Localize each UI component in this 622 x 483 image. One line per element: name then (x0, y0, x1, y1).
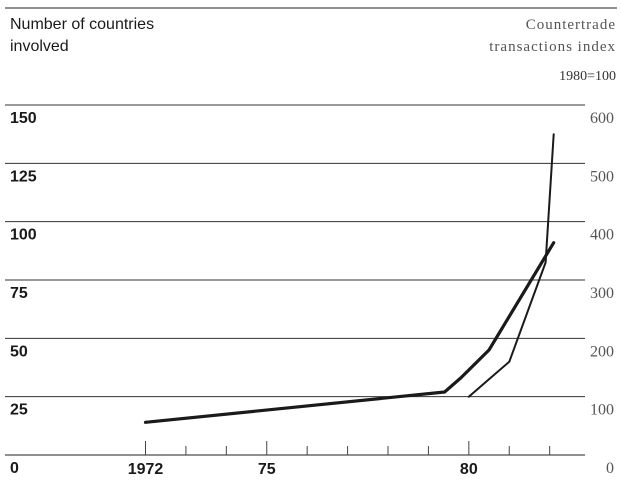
x-tick-label: 75 (258, 461, 276, 478)
right-tick-label: 400 (590, 227, 614, 244)
right-tick-label: 500 (590, 168, 614, 185)
right-tick-label: 600 (590, 110, 614, 127)
right-axis-title-line-2: transactions index (489, 39, 616, 55)
right-tick-label: 0 (606, 460, 614, 477)
left-tick-label: 50 (10, 343, 28, 360)
right-tick-label: 100 (590, 402, 614, 419)
countries-involved-line (143, 241, 556, 424)
left-axis-title-line-1: Number of countries (10, 16, 155, 33)
left-tick-label: 100 (10, 227, 37, 244)
left-axis-title: Number of countries involved (10, 14, 154, 58)
right-axis-base: 1980=100 (559, 69, 616, 84)
right-tick-label: 300 (590, 285, 614, 302)
right-tick-label: 200 (590, 343, 614, 360)
left-tick-label: 0 (10, 460, 19, 477)
countertrade-index-line (467, 133, 555, 398)
right-axis-title: Countertrade transactions index 1980=100 (489, 14, 616, 88)
x-tick-label: 80 (460, 461, 478, 478)
left-axis-title-line-2: involved (10, 38, 69, 55)
left-tick-label: 150 (10, 110, 37, 127)
right-axis-title-line-1: Countertrade (525, 17, 616, 33)
left-tick-label: 75 (10, 285, 28, 302)
left-tick-label: 25 (10, 402, 28, 419)
x-tick-label: 1972 (128, 461, 164, 478)
left-tick-label: 125 (10, 168, 37, 185)
